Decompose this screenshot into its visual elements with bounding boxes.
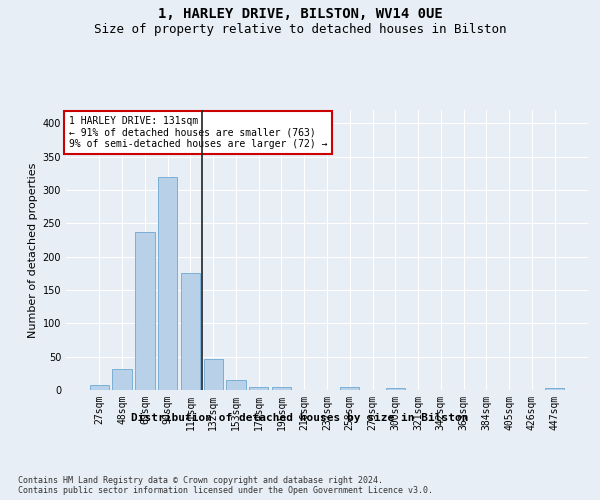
Bar	[112, 368, 132, 390]
Bar	[226, 380, 245, 390]
Bar	[386, 388, 405, 390]
Text: 1 HARLEY DRIVE: 131sqm
← 91% of detached houses are smaller (763)
9% of semi-det: 1 HARLEY DRIVE: 131sqm ← 91% of detached…	[68, 116, 327, 149]
Bar	[272, 386, 291, 390]
Bar	[181, 272, 200, 390]
Text: Contains HM Land Registry data © Crown copyright and database right 2024.
Contai: Contains HM Land Registry data © Crown c…	[18, 476, 433, 495]
Text: 1, HARLEY DRIVE, BILSTON, WV14 0UE: 1, HARLEY DRIVE, BILSTON, WV14 0UE	[158, 8, 442, 22]
Bar	[158, 176, 178, 390]
Bar	[249, 386, 268, 390]
Text: Distribution of detached houses by size in Bilston: Distribution of detached houses by size …	[131, 412, 469, 422]
Bar	[545, 388, 564, 390]
Bar	[135, 232, 155, 390]
Bar	[340, 386, 359, 390]
Y-axis label: Number of detached properties: Number of detached properties	[28, 162, 38, 338]
Bar	[90, 384, 109, 390]
Text: Size of property relative to detached houses in Bilston: Size of property relative to detached ho…	[94, 22, 506, 36]
Bar	[203, 360, 223, 390]
